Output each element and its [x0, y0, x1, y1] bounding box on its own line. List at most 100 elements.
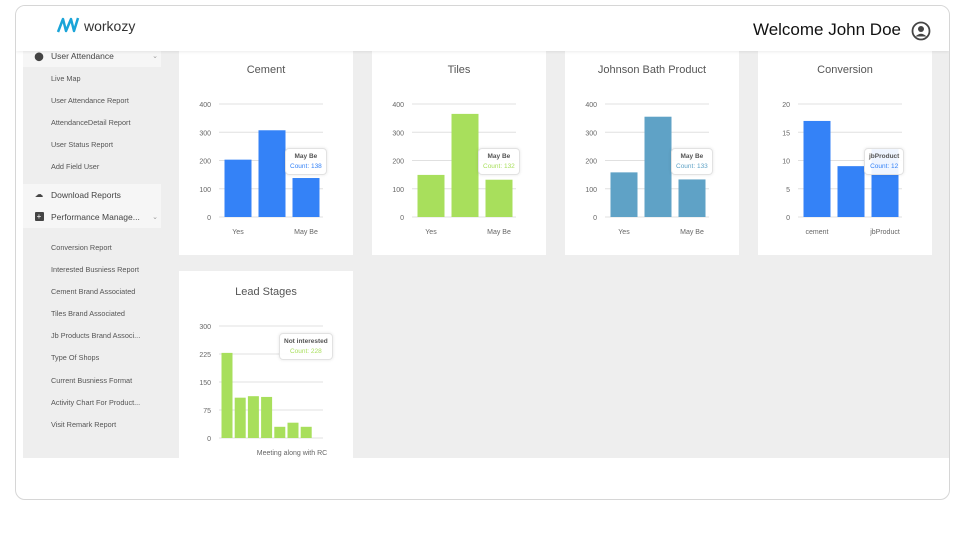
sidebar-item[interactable]: Conversion Report — [51, 242, 112, 252]
chart-tooltip: jbProduct Count: 12 — [864, 148, 905, 175]
tooltip-count: Count: 12 — [870, 163, 899, 170]
item-label: Download Reports — [51, 189, 121, 200]
bar — [644, 116, 672, 217]
chart-card: Cement 0 100 200 300 400 Yes May Be May Be Count:… — [179, 51, 353, 255]
sidebar-item[interactable]: Interested Busniess Report — [51, 264, 140, 274]
app-window: workozy Welcome John Doe ⬤ User Attendanc… — [15, 5, 950, 500]
tooltip-label: May Be — [294, 153, 318, 160]
chevron-down-icon: ⌄ — [152, 53, 158, 60]
y-tick-label: 75 — [203, 408, 211, 415]
chart-title: Conversion — [817, 64, 873, 76]
y-tick-label: 100 — [199, 187, 211, 194]
x-tick-label: May Be — [487, 229, 511, 236]
sidebar-item[interactable]: Jb Products Brand Associ... — [51, 331, 141, 341]
tooltip-count: Count: 133 — [676, 163, 708, 170]
tooltip-label: May Be — [680, 153, 704, 160]
bar — [234, 397, 246, 438]
chart-card: Conversion 0 5 10 15 20 cement jbProduct jbProdu… — [758, 51, 932, 255]
chart-tooltip: May Be Count: 132 — [478, 148, 520, 175]
tooltip-count: Count: 228 — [289, 348, 322, 355]
y-tick-label: 400 — [199, 102, 211, 109]
bar — [221, 352, 233, 438]
sidebar-item[interactable]: Type Of Shops — [51, 353, 100, 363]
y-tick-label: 20 — [782, 102, 790, 109]
sidebar-item[interactable]: Visit Remark Report — [51, 420, 117, 430]
sidebar-item[interactable]: Live Map — [51, 73, 81, 83]
chart-card: Johnson Bath Product 0 100 200 300 400 Yes May … — [565, 51, 739, 255]
y-tick-label: 225 — [199, 352, 211, 359]
x-tick-label: jbProduct — [869, 229, 900, 236]
location-pin-icon: ⬤ — [34, 51, 44, 61]
sidebar-item[interactable]: User Status Report — [51, 140, 114, 150]
bar — [451, 113, 479, 217]
bar — [292, 178, 320, 217]
chart-tooltip: May Be Count: 138 — [285, 148, 327, 175]
bar-chart: Tiles 0 100 200 300 400 Yes May Be — [392, 64, 516, 236]
bar — [258, 130, 286, 217]
bar — [417, 174, 445, 217]
bar — [261, 396, 273, 438]
x-tick-label: Yes — [618, 229, 630, 236]
sidebar-item[interactable]: Current Busniess Format — [51, 375, 133, 385]
workozy-logo-icon — [56, 17, 80, 33]
y-tick-label: 300 — [392, 130, 404, 137]
y-tick-label: 200 — [585, 159, 597, 166]
x-tick-label: cement — [806, 229, 829, 236]
bar — [837, 166, 865, 217]
sidebar-item[interactable]: User Attendance Report — [51, 95, 129, 105]
bar — [300, 426, 312, 438]
y-tick-label: 300 — [585, 130, 597, 137]
sidebar-group-user-attendance[interactable]: ⬤ User Attendance ⌄ — [23, 51, 161, 67]
header: workozy Welcome John Doe — [16, 6, 949, 51]
y-tick-label: 0 — [593, 215, 597, 222]
x-tick-label: May Be — [680, 229, 704, 236]
y-tick-label: 300 — [199, 324, 211, 331]
sidebar-group-performance[interactable]: + Performance Manage... ⌄ — [23, 205, 161, 228]
y-tick-label: 15 — [782, 130, 790, 137]
dashboard-content: Cement 0 100 200 300 400 Yes May Be May Be Count:… — [161, 51, 949, 458]
sidebar-item[interactable]: Add Field User — [51, 162, 100, 172]
bar — [287, 422, 299, 438]
sidebar: ⬤ User Attendance ⌄ Live Map User Attendanc… — [23, 51, 161, 458]
sidebar-item[interactable]: AttendanceDetail Report — [51, 117, 131, 127]
y-tick-label: 100 — [585, 187, 597, 194]
bar — [678, 179, 706, 217]
y-tick-label: 5 — [786, 187, 790, 194]
bar — [803, 120, 831, 217]
bar — [610, 172, 638, 217]
sidebar-item-download-reports[interactable]: ☁ Download Reports — [23, 183, 161, 206]
x-tick-label: Yes — [232, 229, 244, 236]
bar — [274, 426, 286, 438]
sidebar-item[interactable]: Cement Brand Associated — [51, 286, 136, 296]
bar-chart: Conversion 0 5 10 15 20 cement jbProduct — [782, 64, 902, 236]
chart-title: Lead Stages — [235, 286, 297, 298]
y-tick-label: 0 — [400, 215, 404, 222]
logo[interactable]: workozy — [56, 16, 135, 36]
bar-chart: Johnson Bath Product 0 100 200 300 400 Yes May … — [585, 64, 709, 236]
chart-title: Cement — [247, 64, 286, 76]
bar — [247, 396, 259, 438]
y-tick-label: 10 — [782, 159, 790, 166]
y-tick-label: 0 — [786, 215, 790, 222]
tooltip-label: May Be — [487, 153, 511, 160]
y-tick-label: 400 — [392, 102, 404, 109]
tooltip-count: Count: 132 — [483, 163, 515, 170]
chart-card: Tiles 0 100 200 300 400 Yes May Be May Be Count: … — [372, 51, 546, 255]
y-tick-label: 0 — [207, 215, 211, 222]
bar — [224, 159, 252, 217]
x-tick-label: May Be — [294, 229, 318, 236]
y-tick-label: 100 — [392, 187, 404, 194]
user-avatar-icon[interactable] — [911, 21, 931, 41]
chart-title: Tiles — [448, 64, 471, 76]
chart-tooltip: May Be Count: 133 — [671, 148, 713, 175]
y-tick-label: 200 — [392, 159, 404, 166]
y-tick-label: 0 — [207, 436, 211, 443]
y-tick-label: 150 — [199, 380, 211, 387]
y-tick-label: 300 — [199, 130, 211, 137]
x-tick-label: Meeting along with RC — [257, 450, 327, 457]
y-tick-label: 400 — [585, 102, 597, 109]
sidebar-item[interactable]: Activity Chart For Product... — [51, 397, 141, 407]
cloud-download-icon: ☁ — [34, 189, 44, 200]
sidebar-item[interactable]: Tiles Brand Associated — [51, 309, 125, 319]
group-label: User Attendance — [51, 51, 114, 61]
